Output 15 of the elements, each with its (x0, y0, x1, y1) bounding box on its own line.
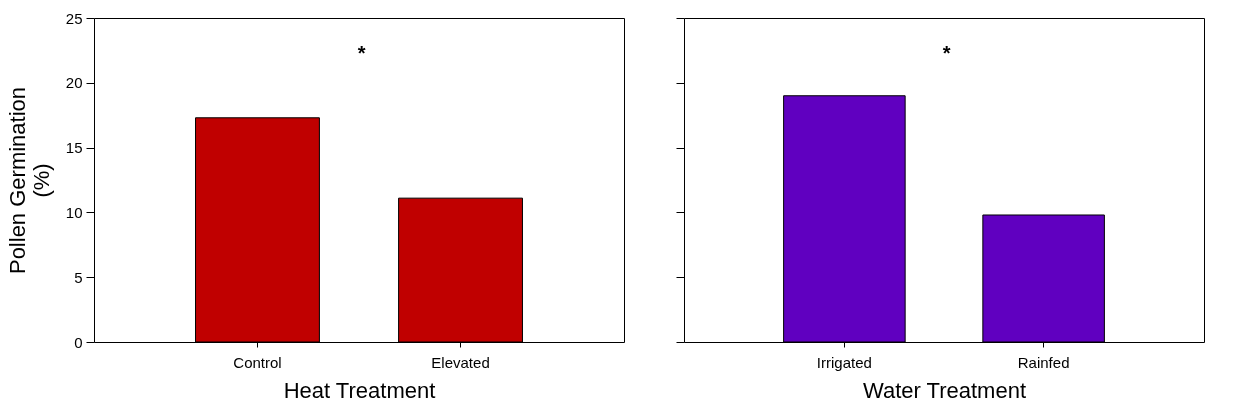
y-tick-label: 20 (65, 74, 83, 92)
y-tick-label: 5 (74, 268, 83, 286)
x-tick-label: Rainfed (1017, 353, 1070, 371)
x-axis-title: Heat Treatment (283, 377, 436, 403)
annotation: * (357, 41, 366, 64)
x-tick-label: Irrigated (816, 353, 872, 371)
y-tick-label: 10 (65, 203, 83, 221)
y-tick-label: 25 (65, 9, 83, 27)
y-tick-label: 0 (74, 333, 83, 351)
x-tick-label: Control (233, 353, 282, 371)
x-axis-title: Water Treatment (862, 377, 1027, 403)
x-tick-label: Elevated (431, 353, 490, 371)
y-tick-label: 15 (65, 139, 83, 157)
y-axis-title: Pollen Germination (%) (4, 86, 54, 275)
annotation: * (942, 41, 951, 64)
